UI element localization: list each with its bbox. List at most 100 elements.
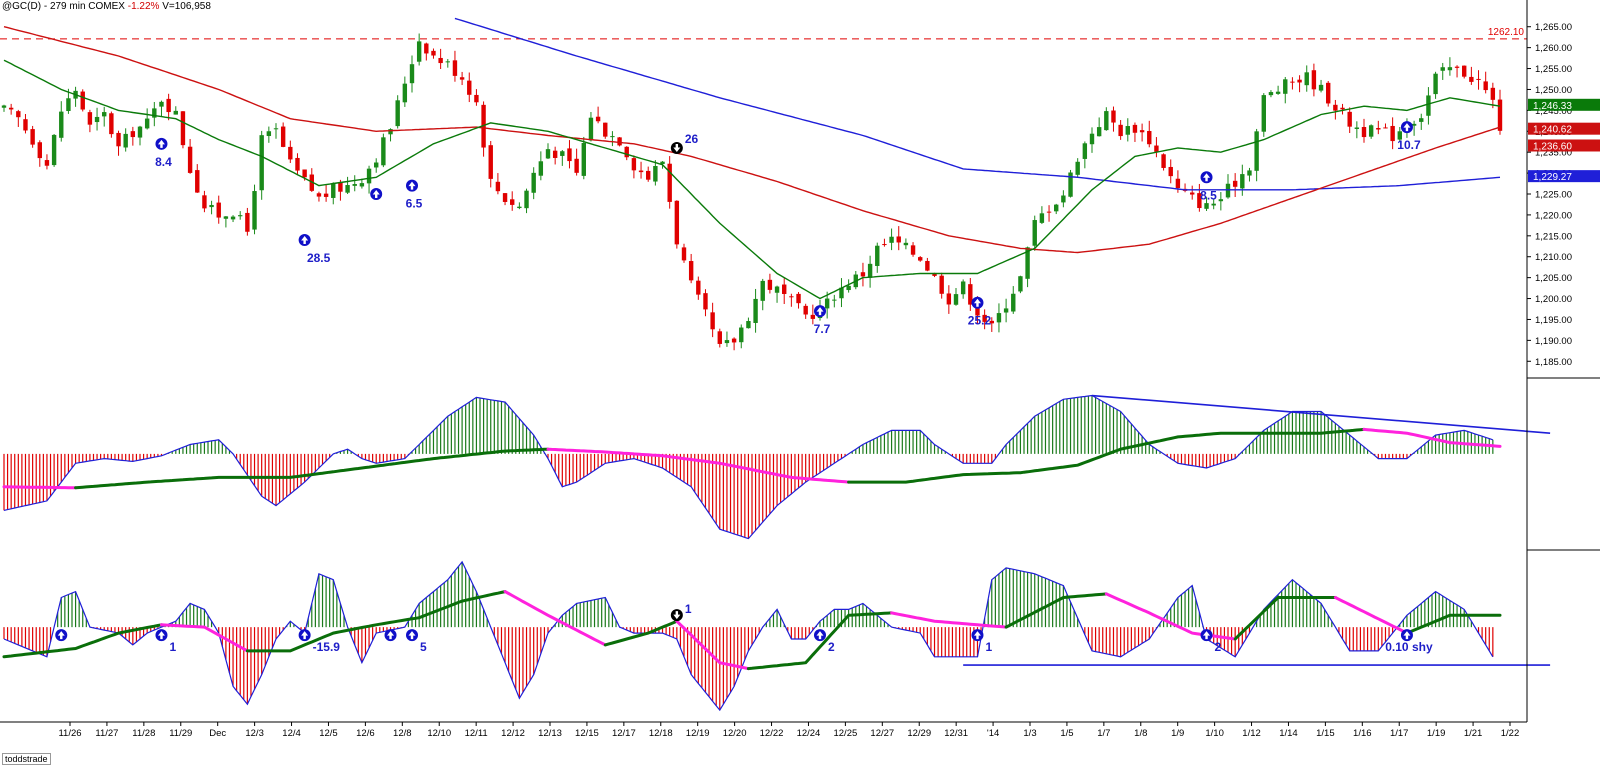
osc2-signal-9[interactable] [1200, 629, 1213, 642]
candle-body [1190, 192, 1195, 195]
price-candle [524, 188, 529, 214]
candle-body [338, 182, 343, 192]
candle-body [116, 132, 121, 147]
candle-body [1240, 174, 1245, 189]
price-candle [23, 113, 28, 134]
time-tick-label: 1/3 [1023, 728, 1036, 739]
price-candle [245, 207, 250, 236]
osc2-signal-4[interactable] [384, 629, 397, 642]
price-candle [646, 166, 651, 182]
price-signal-2[interactable] [298, 234, 311, 246]
price-signal-label: 6.5 [406, 197, 423, 211]
price-tick-label: 1,250.00 [1535, 85, 1572, 96]
candle-body [23, 119, 28, 131]
price-candle [796, 292, 801, 309]
price-candle [402, 76, 408, 107]
price-candle [1340, 103, 1345, 115]
price-candle [280, 122, 286, 148]
price-candle [875, 242, 880, 273]
candle-body [1147, 130, 1152, 145]
candle-body [495, 181, 501, 192]
candle-body [996, 313, 1002, 323]
price-signal-3[interactable] [370, 188, 383, 200]
price-candle [295, 153, 300, 175]
price-tick-label: 1,245.00 [1535, 106, 1572, 117]
price-candle [510, 191, 515, 211]
price-candle [102, 106, 107, 127]
candle-body [366, 168, 372, 184]
candle-body [431, 50, 436, 56]
last-value-box [1528, 139, 1600, 152]
osc2-signal-1[interactable] [55, 629, 68, 642]
change-label: -1.22% [127, 1, 160, 12]
osc2-signal-label: 0.10 shy [1385, 640, 1433, 654]
price-candle [581, 136, 586, 180]
price-tick-label: 1,195.00 [1535, 315, 1572, 326]
price-candle [989, 317, 994, 332]
candle-body [574, 158, 579, 173]
osc2-signal-6[interactable] [670, 609, 683, 622]
price-signal-9[interactable] [1400, 121, 1413, 134]
price-signal-8[interactable] [1200, 171, 1213, 184]
osc2-signal-5[interactable] [406, 629, 418, 642]
candle-body [688, 261, 694, 281]
osc2-signal-2[interactable] [155, 629, 168, 642]
price-candle [1168, 159, 1173, 184]
price-candle [87, 109, 93, 133]
candle-body [302, 169, 307, 178]
candle-body [724, 340, 730, 344]
price-signal-5[interactable] [670, 142, 683, 154]
price-candle [1361, 118, 1367, 143]
candle-body [1268, 92, 1274, 96]
price-candle [760, 278, 765, 311]
oscillator-panel[interactable] [2, 394, 1551, 540]
candle-body [696, 280, 701, 295]
price-candle [653, 160, 658, 186]
candle-body [1318, 84, 1324, 91]
candle-body [739, 327, 744, 343]
price-candle [1182, 183, 1188, 193]
candle-body [1433, 73, 1438, 95]
price-panel[interactable]: 1262.10 8.4 28.5 6.5 26 7.7 25.2 8.5 10.7 [0, 17, 1527, 351]
price-candle [1490, 82, 1496, 109]
price-candle [37, 140, 42, 167]
oscillator2-panel[interactable]: 1 -15.9 5 1 2 1 2 0.10 shy [2, 560, 1551, 712]
osc2-signal-8[interactable] [971, 629, 984, 642]
price-candle [1268, 90, 1274, 98]
candle-body [982, 314, 987, 322]
price-candle [824, 291, 830, 319]
price-candle [925, 257, 930, 272]
price-candle [1469, 66, 1474, 85]
price-candle [73, 86, 78, 107]
price-signal-4[interactable] [406, 179, 418, 192]
price-candle [1354, 121, 1360, 139]
signal-arrow-shape [408, 631, 416, 640]
candle-body [1075, 161, 1080, 175]
candle-body [316, 193, 322, 197]
time-tick-label: '14 [987, 728, 999, 739]
price-candle [381, 133, 386, 168]
candle-body [631, 158, 637, 171]
candle-body [1061, 195, 1066, 203]
price-candle [1082, 141, 1088, 169]
candle-body [1247, 170, 1252, 176]
price-candle [1433, 71, 1438, 99]
price-candle [416, 33, 422, 66]
candle-body [280, 126, 286, 147]
price-signal-7[interactable] [971, 296, 984, 309]
price-candle [867, 255, 873, 288]
price-tick-label: 1,220.00 [1535, 210, 1572, 221]
price-signal-6[interactable] [814, 305, 826, 318]
price-candle [445, 58, 450, 68]
osc2-signal-10[interactable] [1400, 629, 1413, 642]
signal-arrow-shape [816, 307, 824, 316]
osc2-signal-7[interactable] [814, 629, 826, 642]
price-candle [8, 103, 14, 115]
price-signal-1[interactable] [155, 137, 168, 150]
time-tick-label: 1/19 [1427, 728, 1446, 739]
candle-body [1419, 118, 1424, 122]
osc2-signal-3[interactable] [298, 629, 311, 642]
price-candle [1068, 169, 1073, 198]
candle-body [610, 136, 615, 138]
